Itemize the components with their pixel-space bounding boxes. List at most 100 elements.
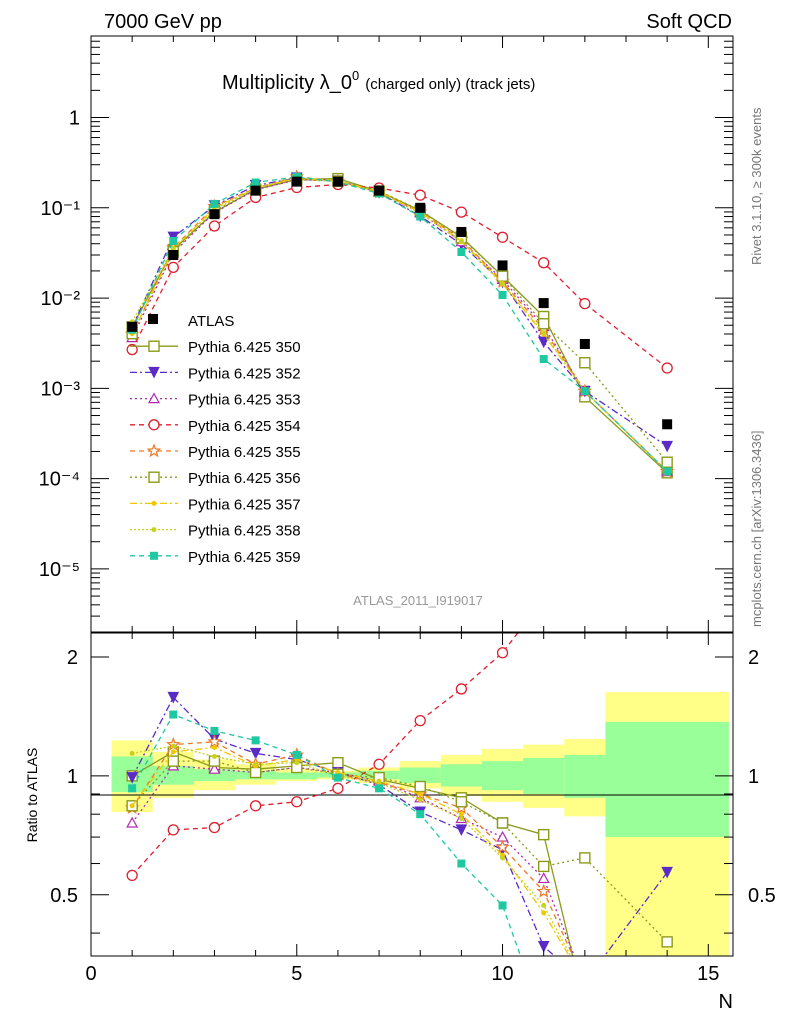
ratio-point [207, 734, 222, 748]
ratio-point [210, 726, 219, 735]
series-point [500, 281, 506, 287]
ratio-point [294, 760, 300, 766]
ratio-point [208, 762, 221, 774]
legend-label: Pythia 6.425 356 [188, 470, 301, 487]
band-inner-bin [605, 721, 729, 838]
ratio-point [662, 983, 672, 993]
ratio-point [332, 782, 344, 794]
x-tick-label: 15 [697, 963, 719, 985]
ratio-point [129, 803, 135, 809]
series-point [457, 247, 466, 256]
x-axis-label: N [719, 991, 733, 1013]
y-tick-label: 10⁻³ [41, 378, 81, 400]
ratio-point [375, 784, 384, 793]
y-tick-label: 1 [69, 108, 80, 130]
legend-swatch-marker [151, 500, 157, 506]
ratio-point [333, 773, 342, 782]
ratio-point [170, 749, 176, 755]
band-inner-bin [481, 761, 524, 791]
ratio-point [417, 791, 423, 797]
ratio-point [208, 821, 221, 834]
legend-label: Pythia 6.425 357 [188, 496, 301, 513]
ratio-point [665, 980, 669, 984]
series-point [455, 206, 468, 218]
mcplots-label: mcplots.cern.ch [arXiv:1306.3436] [749, 430, 764, 627]
ratio-point [211, 753, 217, 759]
ratio-bands [111, 692, 729, 956]
series-point [580, 387, 589, 396]
ratio-tick-label-right: 0.5 [748, 885, 776, 907]
main-frame [90, 35, 734, 633]
main-series [124, 169, 675, 479]
ratio-point [167, 755, 180, 767]
ratio-point [495, 839, 510, 854]
series-point [210, 199, 219, 208]
ratio-point [249, 747, 262, 760]
series-point [663, 467, 672, 476]
series-point [496, 231, 509, 243]
ratio-point [251, 736, 260, 745]
series-point [169, 236, 178, 245]
ratio-point [579, 976, 591, 987]
series-point [414, 189, 426, 201]
chart-title: Multiplicity λ_00(charged only) (track j… [222, 68, 535, 94]
ratio-point [498, 901, 507, 910]
series-point [661, 440, 673, 453]
legend-swatch-marker [147, 392, 161, 404]
atlas-markers [127, 176, 673, 430]
legend-label: ATLAS [188, 313, 234, 330]
series-point [458, 239, 464, 245]
atlas-point [209, 209, 220, 220]
energy-label: 7000 GeV pp [104, 11, 222, 33]
y-tick-label: 10⁻⁴ [39, 469, 80, 491]
series-point [579, 297, 591, 310]
x-tick-label: 10 [491, 963, 513, 985]
ratio-point [496, 647, 509, 659]
atlas-point [662, 419, 673, 430]
ratio-point [661, 866, 673, 879]
legend-swatch-marker [148, 340, 160, 352]
ratio-point [536, 883, 551, 898]
ratio-point [253, 761, 259, 767]
ratio-point [292, 750, 301, 759]
series-point [661, 362, 673, 374]
ratio-point [126, 869, 138, 882]
atlas-point [456, 226, 467, 237]
ratio-point [170, 743, 176, 749]
ratio-series [124, 525, 673, 1012]
legend-label: Pythia 6.425 355 [188, 444, 301, 461]
legend-label: Pythia 6.425 352 [188, 365, 301, 382]
ratio-point [416, 810, 425, 819]
watermark-label: ATLAS_2011_I919017 [353, 593, 483, 608]
series-point [661, 456, 673, 468]
ratio-tick-label-left: 2 [67, 647, 78, 669]
atlas-point [497, 260, 508, 271]
band-inner-bin [440, 764, 482, 787]
atlas-point [374, 185, 385, 196]
series-point [538, 257, 550, 269]
ratio-point [455, 824, 468, 837]
band-inner-bin [276, 772, 318, 780]
ratio-frame [90, 632, 734, 957]
ratio-tick-label-right: 1 [748, 766, 759, 788]
legend-swatch-marker [148, 471, 160, 483]
rivet-label: Rivet 3.1.10, ≥ 300k events [749, 107, 764, 265]
legend-swatch-marker [150, 551, 158, 560]
atlas-point [168, 250, 179, 261]
ratio-point [583, 980, 587, 984]
ratio-point [580, 977, 590, 987]
ratio-point [126, 816, 139, 828]
legend-label: Pythia 6.425 353 [188, 392, 301, 409]
axes: 0 5 10 15 1 10⁻¹ 10⁻² 10⁻³ 10⁻⁴ 10⁻⁵ 0.5 0.5 1 1 2 2 [39, 35, 776, 985]
legend-label: Pythia 6.425 358 [188, 523, 301, 540]
ratio-point [662, 525, 672, 535]
band-inner-bin [523, 757, 565, 794]
ratio-point [167, 691, 180, 704]
ratio-point [662, 977, 672, 986]
x-tick-label: 0 [85, 963, 96, 985]
ratio-point [376, 780, 382, 786]
ratio-point [580, 1002, 590, 1012]
atlas-point [291, 176, 302, 187]
ratio-point [580, 594, 590, 604]
ratio-axis-label: Ratio to ATLAS [24, 748, 40, 843]
